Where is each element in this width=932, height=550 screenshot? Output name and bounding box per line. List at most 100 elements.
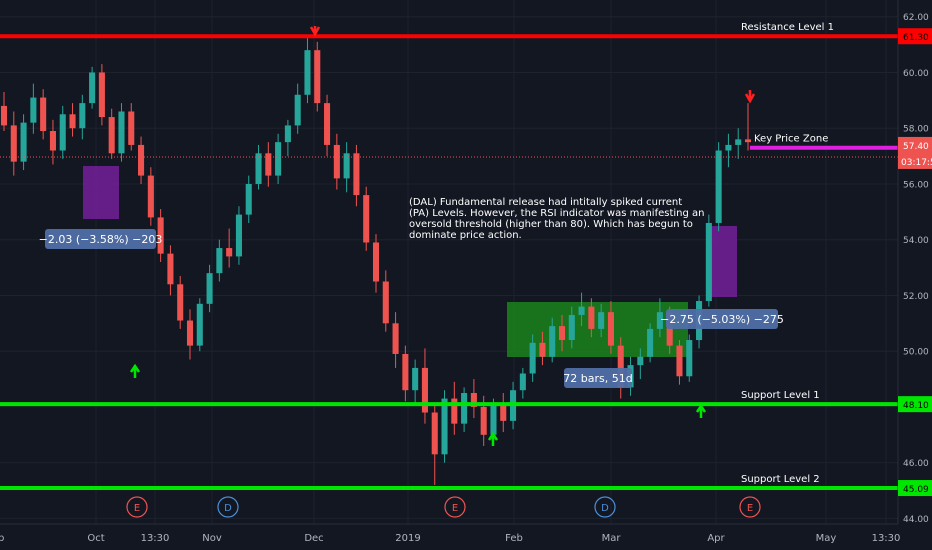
candle-body [255,153,262,184]
candle-body [20,122,27,162]
candle [49,119,56,165]
candle-body [539,342,546,357]
price-tick-label: 56.00 [903,180,929,190]
dividend-marker-circle [217,496,239,518]
candle-body [744,139,752,143]
annotation-note-line: (PA) Levels. However, the RSI indicator … [409,208,705,219]
price-tick-label: 60.00 [903,69,929,79]
price-axis[interactable]: 44.0046.0048.0050.0052.0054.0056.0058.00… [898,13,932,525]
arrow-up-icon [487,431,499,446]
candle [196,298,203,352]
candle [206,264,213,313]
candle-body [206,273,213,304]
candle-body [157,217,164,254]
candle [735,128,742,159]
range-boxes [83,166,737,357]
candle [637,348,644,380]
time-axis[interactable]: p Oct 13:30 Nov Dec 2019 Feb Mar Apr May 13:30 [0,533,900,544]
annotation-note-line: oversold threshold (higher than 80). Whi… [409,219,693,230]
time-tick-label: Mar [602,533,622,544]
candle-body [676,345,683,377]
candle [558,314,566,352]
candle [177,275,184,329]
candle-body [333,144,340,179]
candle [69,103,76,137]
level-line-label: Support Level 1 [741,390,820,401]
candle [686,334,693,382]
candle [382,270,389,332]
candle-body [284,125,291,143]
annotation-note-line: dominate price action. [409,230,522,241]
candle [343,142,350,193]
dividend-marker-circle [594,496,616,518]
candle [549,317,556,363]
time-tick-label: May [816,533,837,544]
time-tick-label: 13:30 [872,533,901,544]
candle [676,340,683,385]
candle [578,292,585,327]
earnings-marker[interactable]: E [739,496,761,518]
earnings-marker[interactable]: E [126,496,148,518]
earnings-marker-circle [126,496,148,518]
candle [500,393,507,433]
level-axis-tag [898,28,932,45]
candle [304,36,311,104]
candle-body [353,153,360,196]
candle-body [98,72,105,118]
candle [275,133,282,184]
candle-body [500,404,507,421]
candle [59,105,66,159]
candle-body [275,142,282,176]
candle-body [245,183,252,215]
measure-label-2-box [666,309,778,329]
candle-body [647,328,654,357]
event-marker-letter: E [747,503,753,514]
candle-body [59,114,66,151]
candle [235,206,242,265]
candle [226,228,233,268]
arrow-up-icon [129,363,141,378]
candle [353,144,360,207]
candle [255,144,262,190]
level-line-label: Support Level 2 [741,474,820,485]
annotation-note: (DAL) Fundamental release had intitally … [409,197,705,241]
candle-body [480,406,487,435]
time-tick-label: 2019 [395,533,420,544]
candle [294,83,301,134]
candle [705,214,712,307]
range-label-box [564,368,632,388]
time-tick-label: Feb [505,533,523,544]
price-tick-label: 50.00 [903,348,929,358]
candle-body [49,131,56,151]
candle [744,103,752,151]
candle-body [108,117,115,154]
candle-body [558,326,566,341]
candle-body [304,50,311,95]
candle-body [343,153,350,179]
candle [372,234,380,293]
dividend-marker[interactable]: D [217,496,239,518]
candle-body [470,393,477,407]
candle-body [529,342,536,374]
candle-body [118,111,125,154]
candle-body [382,281,389,324]
candle [118,103,125,162]
earnings-marker-circle [739,496,761,518]
candle-body [324,103,331,145]
time-tick-label: Nov [202,533,222,544]
price-tick-label: 54.00 [903,236,929,246]
candle-body [441,398,448,455]
dividend-marker[interactable]: D [594,496,616,518]
time-tick-label: Oct [87,533,104,544]
candle-body [735,139,742,145]
consolidation-range-box [507,302,688,357]
earnings-marker[interactable]: E [444,496,466,518]
candle-body [196,303,203,346]
candle [128,103,135,151]
candle-body [705,222,712,302]
candle-body [392,323,399,354]
candle-body [314,50,321,104]
